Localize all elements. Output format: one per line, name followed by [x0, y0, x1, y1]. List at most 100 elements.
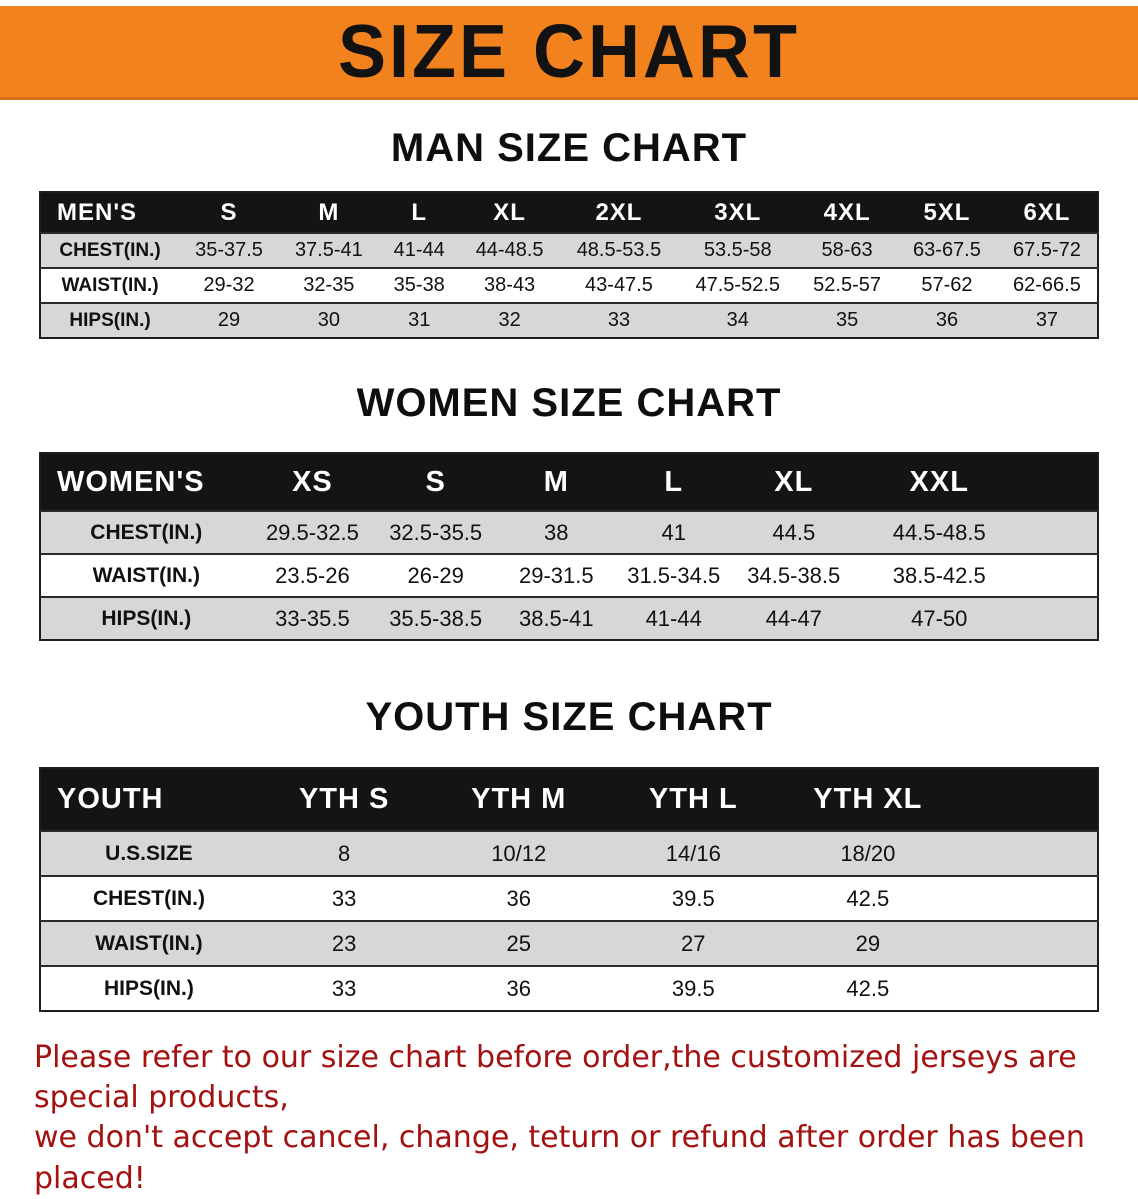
- youth-section-heading: YOUTH SIZE CHART: [365, 695, 773, 739]
- banner: SIZE CHART: [0, 6, 1138, 100]
- value-cell: 53.5-58: [703, 239, 772, 261]
- value-cell: 35-37.5: [195, 239, 263, 261]
- size-header-cell: XS: [251, 453, 374, 511]
- value-cell: 36: [506, 975, 531, 1001]
- value-cell: 23: [331, 930, 357, 956]
- row-label-cell: CHEST(IN.): [59, 239, 161, 261]
- value-cell: 29.5-32.5: [265, 519, 359, 545]
- size-header-cell: YTH M: [431, 768, 606, 831]
- size-header-cell: 2XL: [559, 192, 679, 233]
- value-cell: 44-48.5: [475, 239, 544, 261]
- filler-cell: [955, 831, 1098, 876]
- value-cell: 33-35.5: [275, 605, 350, 631]
- filler-cell: [955, 921, 1098, 966]
- value-cell: 39.5: [671, 885, 715, 911]
- row-label-cell: WAIST(IN.): [95, 931, 203, 955]
- value-cell: 37: [1035, 309, 1059, 331]
- value-cell: 37.5-41: [294, 239, 363, 261]
- youth-size-section: YOUTH SIZE CHART YOUTH YTH S YTH M YTH L YTH…: [0, 695, 1138, 1012]
- size-header-cell: YTH XL: [780, 768, 956, 831]
- size-chart-page: SIZE CHART MAN SIZE CHART MEN'S S M L XL 2XL 3…: [0, 6, 1138, 1199]
- row-label-cell: U.S.SIZE: [105, 841, 193, 865]
- value-cell: 47.5-52.5: [695, 274, 781, 296]
- value-cell: 44.5: [772, 519, 816, 545]
- table-row: CHEST(IN.) 35-37.5 37.5-41 41-44 44-48.5 48.5…: [40, 233, 1098, 268]
- size-header-cell: YTH L: [606, 768, 781, 831]
- value-cell: 44.5-48.5: [892, 519, 986, 545]
- table-title-cell: YOUTH: [40, 768, 257, 831]
- value-cell: 31.5-34.5: [627, 562, 721, 588]
- row-label-cell: WAIST(IN.): [92, 563, 200, 587]
- value-cell: 33: [607, 309, 631, 331]
- value-cell: 52.5-57: [813, 274, 882, 296]
- filler-cell: [1024, 597, 1098, 640]
- filler-cell: [955, 876, 1098, 921]
- row-label-cell: HIPS(IN.): [101, 606, 192, 630]
- value-cell: 48.5-53.5: [576, 239, 662, 261]
- row-label-cell: HIPS(IN.): [104, 976, 194, 1000]
- value-cell: 42.5: [846, 975, 890, 1001]
- size-header-cell: M: [278, 192, 379, 233]
- filler-cell: [1024, 511, 1098, 554]
- size-header-cell: S: [373, 453, 499, 511]
- table-row: HIPS(IN.) 33-35.5 35.5-38.5 38.5-41 41-44 44-…: [40, 597, 1098, 640]
- value-cell: 41: [661, 519, 686, 545]
- value-cell: 47-50: [911, 605, 968, 631]
- size-header-cell: M: [498, 453, 615, 511]
- value-cell: 31: [408, 309, 431, 331]
- value-cell: 44-47: [765, 605, 822, 631]
- value-cell: 27: [681, 930, 706, 956]
- value-cell: 29-32: [203, 274, 255, 296]
- value-cell: 63-67.5: [913, 239, 981, 261]
- value-cell: 67.5-72: [1013, 239, 1081, 261]
- disclaimer-text: Please refer to our size chart before or…: [34, 1038, 1098, 1199]
- value-cell: 57-62: [921, 274, 973, 296]
- value-cell: 10/12: [491, 840, 547, 866]
- size-header-cell: XL: [459, 192, 560, 233]
- table-row: U.S.SIZE 8 10/12 14/16 18/20: [40, 831, 1098, 876]
- size-header-cell: 5XL: [897, 192, 997, 233]
- row-label-cell: CHEST(IN.): [92, 886, 205, 910]
- value-cell: 33: [331, 975, 357, 1001]
- size-header-cell: XXL: [854, 453, 1024, 511]
- value-cell: 29-31.5: [518, 562, 594, 588]
- size-header-cell: L: [614, 453, 733, 511]
- men-section-heading: MAN SIZE CHART: [390, 126, 748, 170]
- men-size-section: MAN SIZE CHART MEN'S S M L XL 2XL 3XL 4XL 5XL 6XL…: [0, 126, 1138, 339]
- value-cell: 39.5: [671, 975, 715, 1001]
- value-cell: 33: [331, 885, 357, 911]
- value-cell: 62-66.5: [1013, 274, 1081, 296]
- value-cell: 32-35: [303, 274, 355, 296]
- size-header-cell: YTH S: [256, 768, 432, 831]
- value-cell: 35.5-38.5: [389, 605, 483, 631]
- value-cell: 30: [317, 309, 340, 331]
- filler-cell: [1023, 453, 1098, 511]
- value-cell: 41-44: [645, 605, 702, 631]
- size-header-cell: 3XL: [678, 192, 798, 233]
- row-label-cell: CHEST(IN.): [90, 520, 203, 544]
- value-cell: 43-47.5: [585, 274, 653, 296]
- womens-size-table: WOMEN'S XS S M L XL XXL CHEST(IN.) 29.5-32.5 32.5…: [39, 452, 1099, 641]
- table-row: HIPS(IN.) 29 30 31 32 33 34 35 36 37: [40, 303, 1098, 338]
- value-cell: 41-44: [393, 239, 445, 261]
- value-cell: 38.5-42.5: [892, 562, 986, 588]
- value-cell: 34: [726, 309, 749, 331]
- table-row: CHEST(IN.) 33 36 39.5 42.5: [40, 876, 1098, 921]
- size-header-cell: L: [378, 192, 460, 233]
- value-cell: 32.5-35.5: [389, 519, 483, 545]
- table-row: WAIST(IN.) 23.5-26 26-29 29-31.5 31.5-34.5 34…: [40, 554, 1098, 597]
- value-cell: 42.5: [846, 885, 890, 911]
- value-cell: 36: [935, 309, 959, 331]
- mens-size-table: MEN'S S M L XL 2XL 3XL 4XL 5XL 6XL CHEST(IN.) 35-37…: [39, 191, 1099, 339]
- value-cell: 18/20: [840, 840, 896, 866]
- table-title-cell: MEN'S: [40, 192, 180, 233]
- filler-cell: [955, 966, 1098, 1011]
- value-cell: 25: [506, 930, 531, 956]
- value-cell: 38-43: [484, 274, 536, 296]
- filler-cell: [1024, 554, 1098, 597]
- table-row: CHEST(IN.) 29.5-32.5 32.5-35.5 38 41 44.5 44.5…: [40, 511, 1098, 554]
- filler-cell: [955, 768, 1098, 831]
- youth-size-table: YOUTH YTH S YTH M YTH L YTH XL U.S.SIZE 8 10/12…: [39, 767, 1099, 1012]
- value-cell: 26-29: [407, 562, 464, 588]
- header-row: WOMEN'S XS S M L XL XXL: [40, 453, 1098, 511]
